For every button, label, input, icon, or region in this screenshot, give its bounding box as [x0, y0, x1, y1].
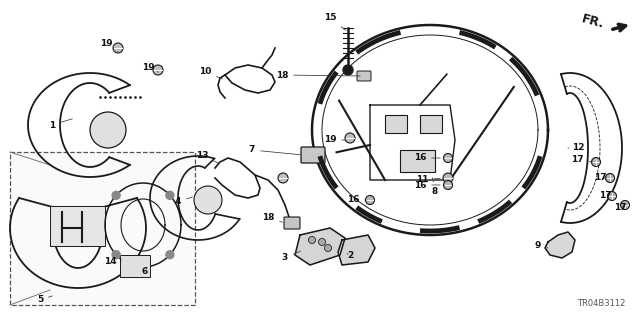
Circle shape: [153, 65, 163, 75]
Text: 17: 17: [598, 190, 611, 199]
Text: 19: 19: [141, 63, 158, 72]
Circle shape: [319, 239, 326, 246]
Circle shape: [444, 153, 452, 162]
Text: 16: 16: [347, 196, 365, 204]
Text: 8: 8: [432, 178, 438, 197]
Polygon shape: [338, 235, 375, 265]
Bar: [10, 152, 195, 305]
Bar: [385, 115, 407, 133]
Circle shape: [90, 112, 126, 148]
Text: 17: 17: [571, 155, 592, 165]
Text: 17: 17: [614, 204, 627, 212]
Text: 10: 10: [199, 68, 223, 79]
Text: 14: 14: [104, 257, 122, 266]
Bar: [420, 115, 442, 133]
Circle shape: [308, 236, 316, 243]
Circle shape: [113, 43, 123, 53]
Text: 11: 11: [416, 175, 440, 184]
Bar: [400, 150, 435, 172]
Circle shape: [324, 244, 332, 251]
Text: 16: 16: [413, 153, 440, 162]
Text: 19: 19: [324, 136, 345, 145]
Text: 16: 16: [413, 181, 440, 189]
Text: 2: 2: [347, 251, 353, 261]
FancyBboxPatch shape: [357, 71, 371, 81]
Bar: [50, 206, 105, 246]
Circle shape: [621, 201, 630, 210]
Circle shape: [112, 191, 120, 199]
Text: 13: 13: [196, 151, 220, 164]
Text: 3: 3: [282, 251, 300, 263]
FancyBboxPatch shape: [301, 147, 325, 163]
Text: 18: 18: [276, 70, 360, 79]
Text: TR04B3112: TR04B3112: [577, 299, 625, 308]
Text: 17: 17: [594, 174, 606, 182]
Text: 19: 19: [100, 40, 118, 52]
Circle shape: [343, 65, 353, 75]
Text: 12: 12: [568, 144, 584, 152]
Polygon shape: [295, 228, 345, 265]
Circle shape: [443, 173, 453, 183]
Text: 18: 18: [262, 213, 282, 222]
Circle shape: [591, 158, 600, 167]
Polygon shape: [545, 232, 575, 258]
Text: 5: 5: [37, 295, 52, 305]
FancyBboxPatch shape: [284, 217, 300, 229]
Circle shape: [278, 173, 288, 183]
FancyBboxPatch shape: [120, 255, 150, 277]
Text: 9: 9: [535, 241, 548, 250]
Text: 1: 1: [49, 119, 72, 130]
Circle shape: [607, 191, 616, 201]
Text: 15: 15: [324, 13, 346, 30]
Circle shape: [166, 191, 174, 199]
Text: FR.: FR.: [580, 13, 605, 31]
Circle shape: [444, 181, 452, 189]
Circle shape: [166, 251, 174, 259]
Circle shape: [194, 186, 222, 214]
Circle shape: [605, 174, 614, 182]
Text: 6: 6: [142, 268, 148, 277]
Circle shape: [345, 133, 355, 143]
Circle shape: [112, 251, 120, 259]
Text: 7: 7: [249, 145, 300, 155]
Text: 4: 4: [175, 197, 193, 206]
Circle shape: [365, 196, 374, 204]
